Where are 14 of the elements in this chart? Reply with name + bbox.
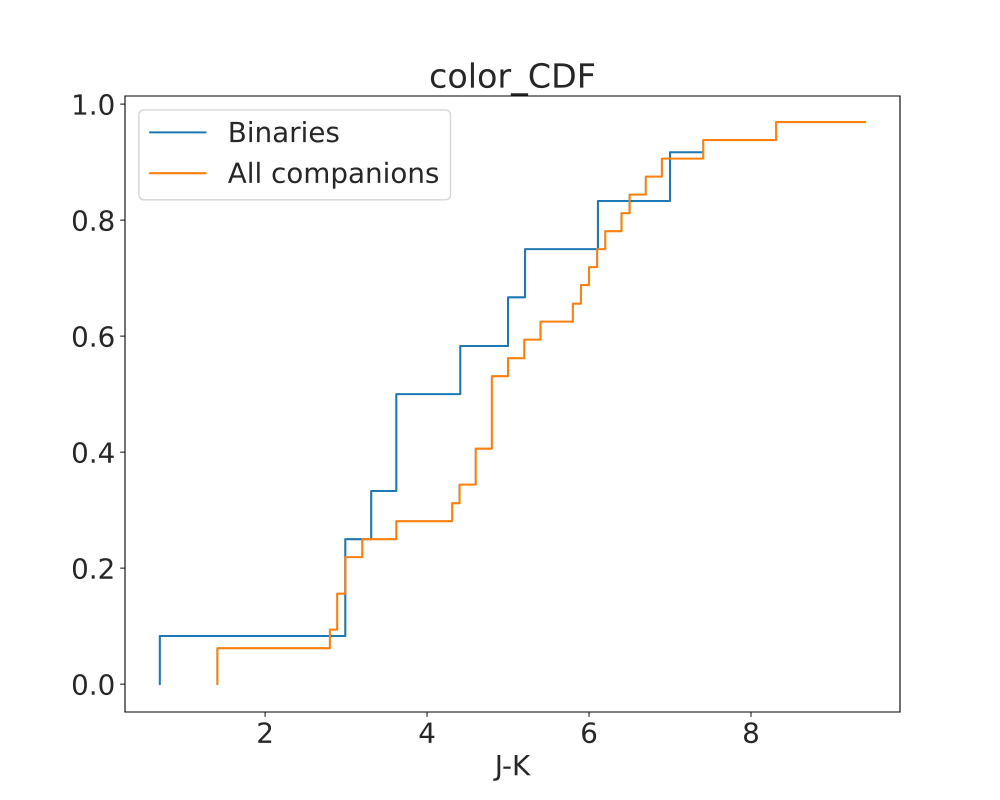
x-tick-label: 4 [420, 722, 434, 743]
legend-label: All companions [228, 162, 438, 189]
y-tick-label: 0.0 [72, 674, 114, 696]
y-tick-label: 0.8 [72, 210, 114, 232]
y-tick-label: 0.6 [72, 326, 114, 348]
x-tick-label: 6 [582, 722, 596, 744]
y-tick-label: 0.4 [72, 442, 114, 464]
chart-title: color_CDF [430, 62, 594, 96]
y-tick-label: 1.0 [74, 94, 114, 116]
legend-label: Binaries [230, 121, 339, 142]
x-tick-label: 8 [744, 722, 758, 744]
x-axis-title: J-K [493, 755, 531, 781]
y-tick-label: 0.2 [72, 558, 112, 580]
x-tick-label: 2 [258, 722, 272, 743]
